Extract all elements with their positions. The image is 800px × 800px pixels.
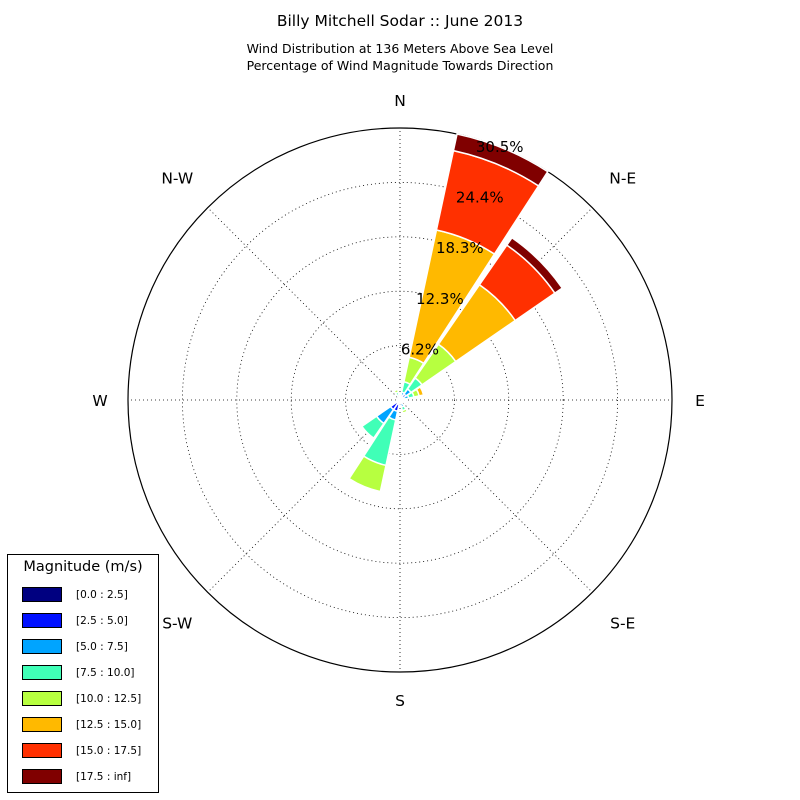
legend-swatch <box>22 665 62 680</box>
wind-rose-wedge <box>505 236 564 295</box>
legend-label: [10.0 : 12.5] <box>76 693 142 705</box>
legend-swatch <box>22 639 62 654</box>
direction-label: S-E <box>610 615 635 633</box>
legend-swatch <box>22 717 62 732</box>
legend-swatch <box>22 613 62 628</box>
direction-label: N-E <box>609 169 636 187</box>
chart-subtitle-line1: Wind Distribution at 136 Meters Above Se… <box>246 41 554 56</box>
polar-grid <box>127 127 673 673</box>
chart-subtitle-line2: Percentage of Wind Magnitude Towards Dir… <box>246 58 554 73</box>
wind-rose-bars <box>348 133 564 493</box>
wind-rose-wedge <box>393 388 400 395</box>
wind-rose-wedge <box>360 415 385 440</box>
legend-swatch <box>22 743 62 758</box>
polar-frame <box>127 127 673 673</box>
legend-label: [17.5 : inf] <box>76 771 132 783</box>
wind-rose-wedge <box>415 385 425 397</box>
wind-rose-wedge <box>401 407 409 414</box>
legend-swatch <box>22 587 62 602</box>
grid-ring <box>345 345 455 455</box>
chart-title: Billy Mitchell Sodar :: June 2013 <box>276 12 524 30</box>
wind-rose-wedge <box>348 455 387 493</box>
direction-label: S-W <box>162 615 192 633</box>
radial-tick-label: 6.2% <box>401 340 439 358</box>
wind-rose-wedge <box>452 133 549 187</box>
legend: Magnitude (m/s) [0.0 : 2.5] [2.5 : 5.0] [5… <box>7 554 159 793</box>
legend-swatch <box>22 769 62 784</box>
direction-label: E <box>695 392 705 410</box>
direction-label: W <box>92 392 107 410</box>
legend-label: [2.5 : 5.0] <box>76 615 128 627</box>
legend-label: [12.5 : 15.0] <box>76 719 142 731</box>
legend-label: [7.5 : 10.0] <box>76 667 135 679</box>
radial-tick-label: 24.4% <box>456 189 504 207</box>
grid-spoke <box>399 399 593 593</box>
legend-swatch <box>22 691 62 706</box>
grid-spoke <box>207 207 401 401</box>
grid-ring <box>290 290 510 510</box>
legend-label: [15.0 : 17.5] <box>76 745 142 757</box>
radial-tick-label: 12.3% <box>416 290 464 308</box>
polar-labels: 6.2% 12.3% 18.3% 24.4% 30.5% N N-E E S-E S S-W W N-W <box>92 92 705 710</box>
grid-ring <box>181 181 619 619</box>
direction-label: S <box>395 692 405 710</box>
direction-label: N <box>394 92 406 110</box>
radial-tick-label: 30.5% <box>476 138 524 156</box>
direction-label: N-W <box>161 169 193 187</box>
radial-tick-label: 18.3% <box>436 239 484 257</box>
legend-label: [0.0 : 2.5] <box>76 589 128 601</box>
legend-label: [5.0 : 7.5] <box>76 641 128 653</box>
legend-title: Magnitude (m/s) <box>23 559 143 575</box>
grid-ring <box>236 236 564 564</box>
